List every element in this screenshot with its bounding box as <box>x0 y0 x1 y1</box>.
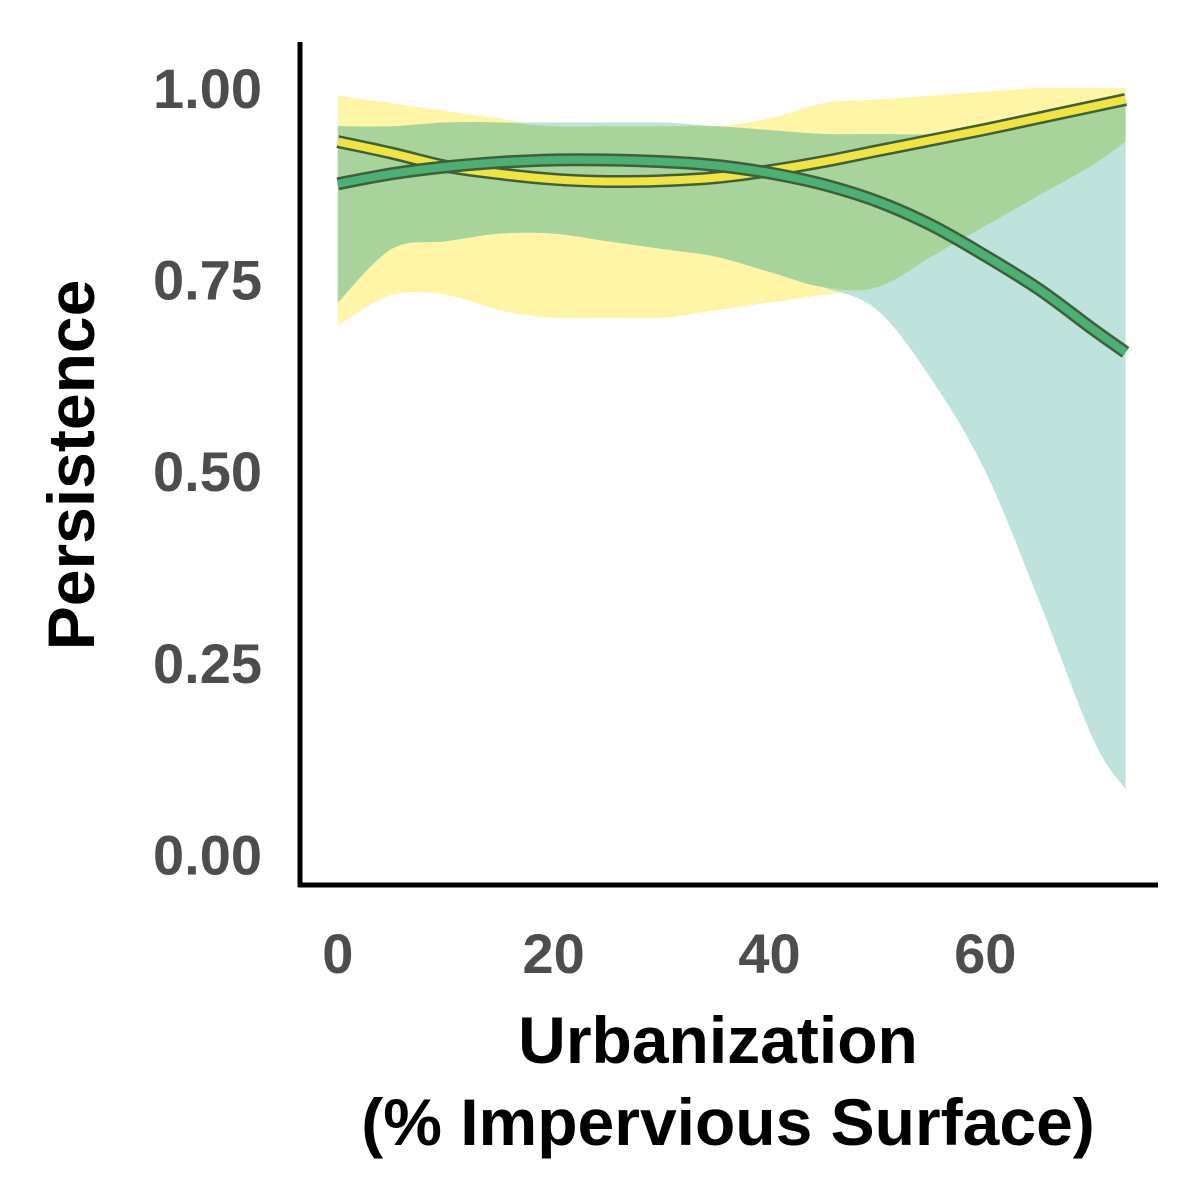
x-axis-title-line-2: (% Impervious Surface) <box>361 1085 1095 1159</box>
x-axis-title-line-1: Urbanization <box>518 1003 918 1077</box>
x-tick-label: 20 <box>522 922 584 985</box>
y-tick-label: 0.75 <box>153 249 262 312</box>
y-tick-label: 0.00 <box>153 823 262 886</box>
y-tick-labels: 0.00 0.25 0.50 0.75 1.00 <box>153 57 262 886</box>
band-overlap <box>337 103 1126 303</box>
y-tick-label: 0.25 <box>153 632 262 695</box>
confidence-bands <box>337 87 1126 790</box>
x-tick-label: 40 <box>738 922 800 985</box>
y-tick-label: 0.50 <box>153 440 262 503</box>
x-tick-label: 60 <box>954 922 1016 985</box>
y-axis-title: Persistence <box>34 280 108 651</box>
fitted-lines <box>336 93 1130 358</box>
fit-line-2 <box>337 155 1128 356</box>
x-tick-label: 0 <box>322 922 353 985</box>
confidence-band-2 <box>337 103 1126 790</box>
x-tick-labels: 0 20 40 60 <box>322 922 1016 985</box>
y-tick-label: 1.00 <box>153 57 262 120</box>
